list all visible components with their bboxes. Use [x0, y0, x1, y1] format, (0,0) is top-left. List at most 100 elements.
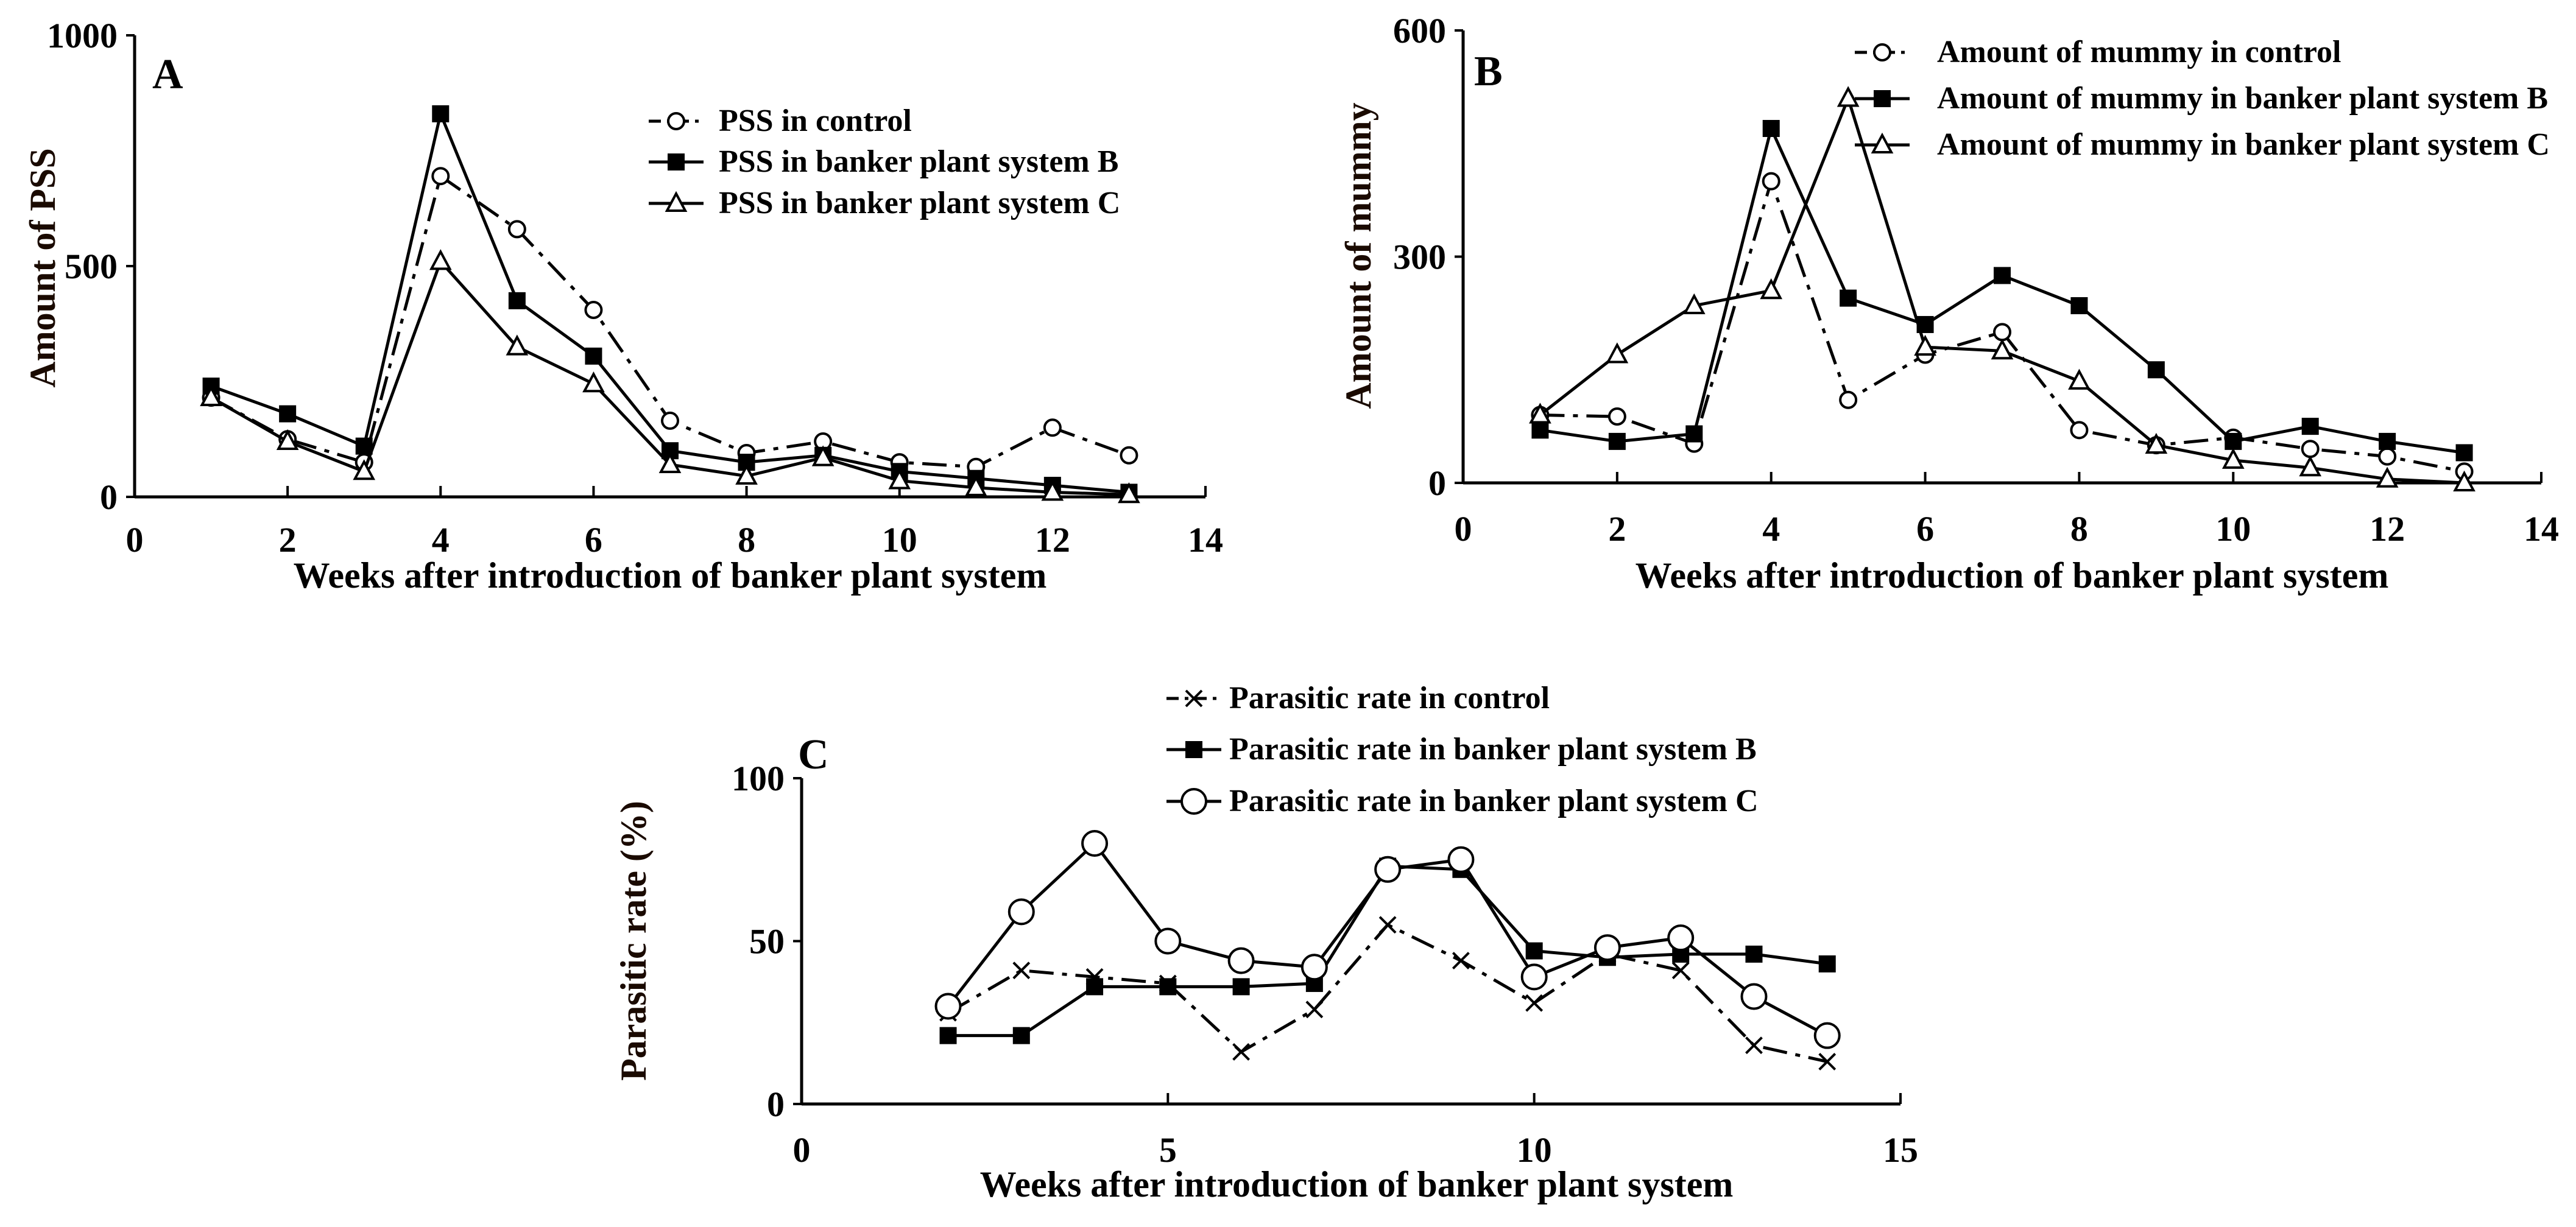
- legend-label: Parasitic rate in control: [1229, 681, 1550, 715]
- legend-item: Parasitic rate in banker plant system C: [1166, 784, 1759, 818]
- marker-open-triangle: [2068, 368, 2091, 390]
- marker-open-triangle: [2145, 432, 2168, 454]
- marker-open-circle: [1447, 846, 1475, 873]
- marker-open-circle: [1762, 172, 1780, 191]
- marker-filled-square: [508, 292, 526, 309]
- marker-open-triangle: [1871, 132, 1894, 153]
- marker-open-circle: [1300, 954, 1328, 981]
- marker-open-triangle: [1118, 482, 1140, 504]
- marker-open-circle: [934, 993, 962, 1020]
- marker-open-triangle: [1682, 293, 1706, 314]
- marker-open-triangle: [582, 371, 605, 393]
- legend-label: Amount of mummy in banker plant system C: [1937, 127, 2550, 162]
- marker-open-circle: [431, 167, 450, 186]
- marker-open-circle: [1667, 924, 1695, 952]
- y-tick-label: 600: [1393, 11, 1446, 51]
- legend-label: Amount of mummy in control: [1937, 35, 2341, 69]
- marker-open-triangle: [2221, 448, 2245, 469]
- series-2: [1531, 119, 2473, 462]
- x-tick-label: 6: [585, 520, 602, 560]
- x-tick-label: 0: [793, 1130, 811, 1170]
- marker-open-circle: [1520, 963, 1548, 991]
- marker-open-triangle: [1529, 403, 1551, 424]
- x-tick-label: 10: [2215, 509, 2251, 549]
- marker-filled-square: [1818, 955, 1836, 972]
- x-tick-label: 12: [2370, 509, 2405, 549]
- marker-open-triangle: [506, 334, 529, 356]
- marker-open-triangle: [964, 475, 987, 496]
- legend-item: Parasitic rate in control: [1166, 681, 1550, 715]
- marker-filled-square: [2301, 418, 2319, 435]
- y-axis-title: Amount of mummy: [1338, 102, 1378, 409]
- y-tick-label: 50: [749, 922, 785, 962]
- marker-filled-square: [432, 105, 450, 122]
- marker-filled-square: [1159, 978, 1177, 996]
- panel-label: B: [1474, 48, 1503, 95]
- x-axis-title: Weeks after introduction of banker plant…: [1636, 555, 2389, 596]
- legend-label: Parasitic rate in banker plant system C: [1229, 784, 1759, 818]
- marker-open-circle: [1873, 43, 1891, 62]
- marker-open-circle: [1180, 788, 1207, 815]
- legend-item: PSS in banker plant system C: [649, 186, 1120, 220]
- x-tick-label: 6: [1916, 509, 1934, 549]
- marker-open-triangle: [1991, 339, 2014, 360]
- marker-open-circle: [1374, 856, 1402, 883]
- marker-open-triangle: [2376, 466, 2399, 488]
- marker-open-triangle: [1837, 86, 1860, 107]
- x-tick-label: 2: [279, 520, 297, 560]
- marker-open-triangle: [2453, 470, 2475, 491]
- marker-x: [1232, 1042, 1251, 1061]
- y-axis-title: Amount of PSS: [23, 148, 63, 387]
- marker-open-triangle: [1760, 278, 1783, 300]
- marker-filled-square: [1086, 978, 1104, 996]
- marker-open-triangle: [353, 459, 376, 480]
- x-tick-label: 0: [1455, 509, 1472, 549]
- marker-x: [1012, 962, 1031, 980]
- marker-x: [1525, 994, 1544, 1012]
- legend-item: PSS in banker plant system B: [649, 144, 1118, 179]
- marker-open-circle: [1043, 418, 1062, 437]
- marker-open-circle: [661, 411, 679, 430]
- marker-open-circle: [1839, 390, 1858, 409]
- marker-open-circle: [1740, 983, 1768, 1010]
- marker-filled-square: [1745, 945, 1763, 963]
- marker-open-triangle: [1914, 334, 1936, 356]
- marker-x: [1745, 1036, 1763, 1055]
- legend-label: PSS in banker plant system B: [719, 144, 1118, 179]
- x-tick-label: 12: [1035, 520, 1070, 560]
- marker-filled-square: [585, 347, 602, 365]
- marker-filled-square: [1762, 119, 1780, 137]
- marker-filled-square: [2147, 361, 2165, 379]
- marker-open-triangle: [888, 468, 911, 490]
- marker-open-circle: [1227, 947, 1255, 974]
- series-1: [1531, 172, 2474, 481]
- series-3: [1529, 86, 2475, 491]
- marker-filled-square: [2455, 444, 2473, 462]
- marker-open-triangle: [735, 463, 758, 485]
- x-tick-label: 8: [738, 520, 755, 560]
- legend-label: Amount of mummy in banker plant system B: [1937, 81, 2548, 116]
- marker-open-circle: [1007, 898, 1035, 926]
- y-tick-label: 0: [767, 1085, 785, 1124]
- y-tick-label: 500: [65, 247, 118, 286]
- y-tick-label: 1000: [47, 16, 118, 55]
- panel-a: 0 2 4 6 8 10 12 14 0 500 1000 A Weeks after introduc…: [23, 16, 1223, 596]
- series-3: [934, 830, 1841, 1049]
- x-tick-label: 10: [882, 520, 917, 560]
- legend-item: Amount of mummy in banker plant system C: [1855, 127, 2550, 162]
- panel-b: 0 2 4 6 8 10 12 14 0 300 600 B Weeks after introduct…: [1338, 11, 2559, 596]
- marker-open-triangle: [429, 249, 452, 270]
- marker-x: [1671, 962, 1690, 980]
- marker-open-circle: [1154, 927, 1182, 955]
- marker-open-circle: [1593, 934, 1621, 962]
- marker-open-triangle: [2299, 455, 2322, 477]
- y-tick-label: 100: [732, 759, 785, 798]
- marker-filled-square: [1840, 289, 1857, 307]
- marker-open-circle: [2301, 440, 2320, 459]
- x-tick-label: 4: [432, 520, 450, 560]
- marker-filled-square: [939, 1027, 957, 1044]
- marker-open-circle: [667, 112, 685, 130]
- marker-filled-square: [1012, 1027, 1030, 1044]
- marker-open-triangle: [1041, 480, 1064, 501]
